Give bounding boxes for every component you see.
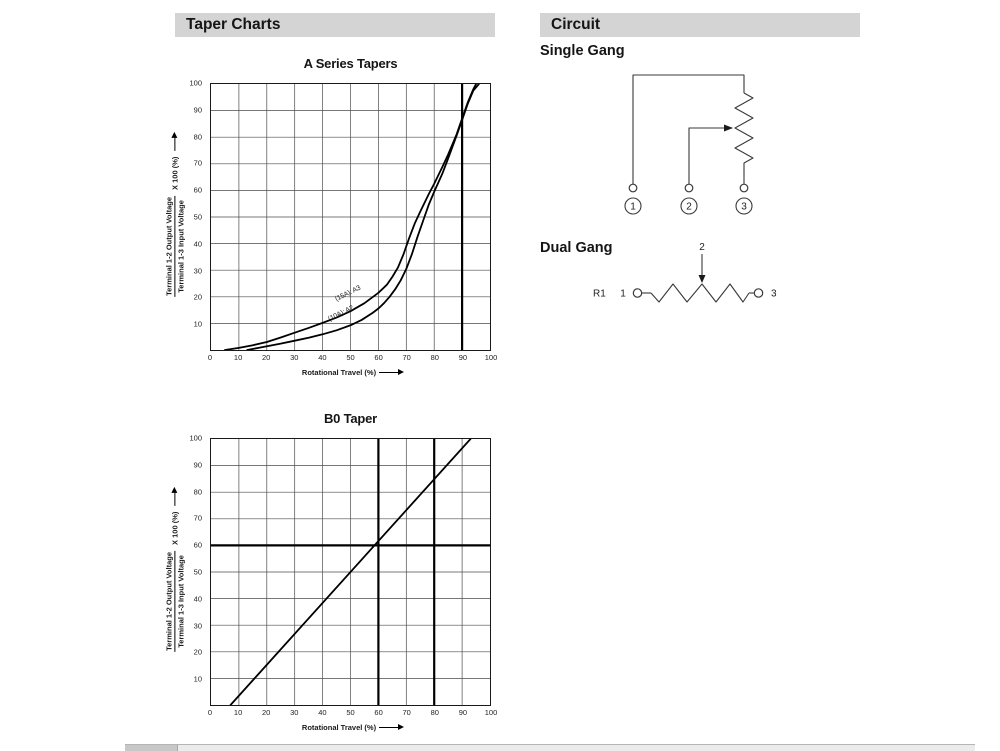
x-tick-label: 70 <box>402 708 411 717</box>
single-gang-diagram: 1 2 3 <box>624 74 754 215</box>
x-tick-label: 10 <box>233 353 243 362</box>
terminal-number-circle-3 <box>735 197 753 215</box>
single-gang-title: Single Gang <box>540 43 625 59</box>
y-tick-label: 40 <box>193 239 202 249</box>
y-tick-label: 10 <box>193 319 202 329</box>
cropped-next-section-strip <box>125 744 975 751</box>
wiper-wire <box>688 127 724 184</box>
x-tick-label: 50 <box>346 708 355 717</box>
x-tick-label: 0 <box>207 708 213 717</box>
x-tick-label: 100 <box>484 353 498 362</box>
x-tick-label: 90 <box>458 708 468 717</box>
circuit-header-label: Circuit <box>551 16 601 33</box>
right-arrow-icon <box>379 724 405 730</box>
y-tick-label: 50 <box>193 212 202 222</box>
y-tick-label: 90 <box>193 460 202 470</box>
terminal-number-1: 1 <box>630 202 636 213</box>
terminal-node-2 <box>684 183 694 193</box>
y-tick-label: 70 <box>193 513 202 523</box>
wiper-arrow-icon <box>698 275 706 283</box>
x-tick-label: 30 <box>290 708 299 717</box>
chart-title: A Series Tapers <box>303 56 398 71</box>
x-tick-label: 70 <box>402 353 411 362</box>
y-tick-label: 30 <box>193 620 202 630</box>
x-tick-label: 60 <box>374 708 383 717</box>
x-tick-label: 10 <box>233 708 243 717</box>
dual-gang-terminal-3-label: 3 <box>771 289 777 300</box>
x-tick-label: 0 <box>207 353 213 362</box>
dual-gang-diagram: 2 R1 1 3 <box>593 242 777 303</box>
cropped-strip-cell <box>178 745 975 751</box>
x-tick-label: 20 <box>262 708 271 717</box>
y-tick-label: 30 <box>193 265 202 275</box>
y-tick-label: 60 <box>193 540 202 550</box>
right-arrow-icon <box>379 369 405 375</box>
terminal-number-circle-1 <box>624 197 642 215</box>
x-axis-ticks: 0 10 20 30 40 50 60 70 80 90 100 <box>207 708 497 719</box>
x-axis-label: Rotational Travel (%) <box>210 723 491 732</box>
x-tick-label: 40 <box>318 353 327 362</box>
y-tick-label: 60 <box>193 185 202 195</box>
plot-grid-and-curves <box>211 84 490 350</box>
terminal-node-3 <box>739 183 749 193</box>
x-tick-label: 40 <box>318 708 327 717</box>
dual-gang-title: Dual Gang <box>540 240 613 256</box>
chart-title: B0 Taper <box>323 411 378 426</box>
taper-curve-(10A): A2 <box>247 84 479 350</box>
plot-area <box>210 438 491 706</box>
a-series-tapers-chart: A Series Tapers Terminal 1-2 Output Volt… <box>150 50 530 395</box>
taper-charts-header-label: Taper Charts <box>186 16 281 33</box>
wiper-arrow-icon <box>724 124 733 132</box>
y-tick-label: 80 <box>193 131 202 141</box>
x-tick-label: 100 <box>484 708 498 717</box>
resistor-zigzag <box>734 92 754 184</box>
x-axis-label: Rotational Travel (%) <box>210 368 491 377</box>
x-tick-label: 90 <box>458 353 468 362</box>
terminal-number-circle-2 <box>680 197 698 215</box>
resistor-ref-label: R1 <box>593 289 606 300</box>
x-tick-label: 30 <box>290 353 299 362</box>
x-tick-label: 20 <box>262 353 271 362</box>
y-tick-label: 10 <box>193 674 202 684</box>
x-axis-ticks: 0 10 20 30 40 50 60 70 80 90 100 <box>207 353 497 364</box>
x-tick-label: 80 <box>430 353 439 362</box>
y-tick-label: 70 <box>193 158 202 168</box>
taper-charts-section-header: Taper Charts <box>175 13 495 37</box>
x-axis-label-text: Rotational Travel (%) <box>301 723 377 732</box>
dual-gang-terminal-2-label: 2 <box>699 242 705 253</box>
x-tick-label: 60 <box>374 353 383 362</box>
terminal-number-3: 3 <box>741 202 747 213</box>
resistor-zigzag <box>650 283 750 303</box>
taper-curve-(15A): A3 <box>225 84 476 350</box>
y-axis-ticks: 10 20 30 40 50 60 70 80 90 100 <box>174 79 206 351</box>
cropped-strip-cell <box>125 745 178 751</box>
plot-grid-and-curves <box>211 439 490 705</box>
x-tick-label: 50 <box>346 353 355 362</box>
y-tick-label: 20 <box>193 647 202 657</box>
b0-taper-chart: B0 Taper Terminal 1-2 Output Voltage Ter… <box>150 405 530 750</box>
circuit-section-header: Circuit <box>540 13 860 37</box>
y-tick-label: 90 <box>193 105 202 115</box>
y-tick-label: 20 <box>193 292 202 302</box>
dual-gang-terminal-1-label: 1 <box>620 289 626 300</box>
y-tick-label: 100 <box>189 78 202 88</box>
y-tick-label: 50 <box>193 567 202 577</box>
terminal-node-1 <box>628 183 638 193</box>
y-tick-label: 100 <box>189 433 202 443</box>
x-tick-label: 80 <box>430 708 439 717</box>
y-tick-label: 40 <box>193 594 202 604</box>
terminal-node-right <box>753 288 764 298</box>
y-axis-ticks: 10 20 30 40 50 60 70 80 90 100 <box>174 434 206 706</box>
taper-curve-B0 <box>231 439 471 705</box>
terminal-node-left <box>632 288 643 298</box>
y-tick-label: 80 <box>193 486 202 496</box>
terminal1-wire <box>632 74 745 184</box>
terminal-number-2: 2 <box>686 202 692 213</box>
x-axis-label-text: Rotational Travel (%) <box>301 368 377 377</box>
plot-area: (15A): A3 (10A): A2 <box>210 83 491 351</box>
